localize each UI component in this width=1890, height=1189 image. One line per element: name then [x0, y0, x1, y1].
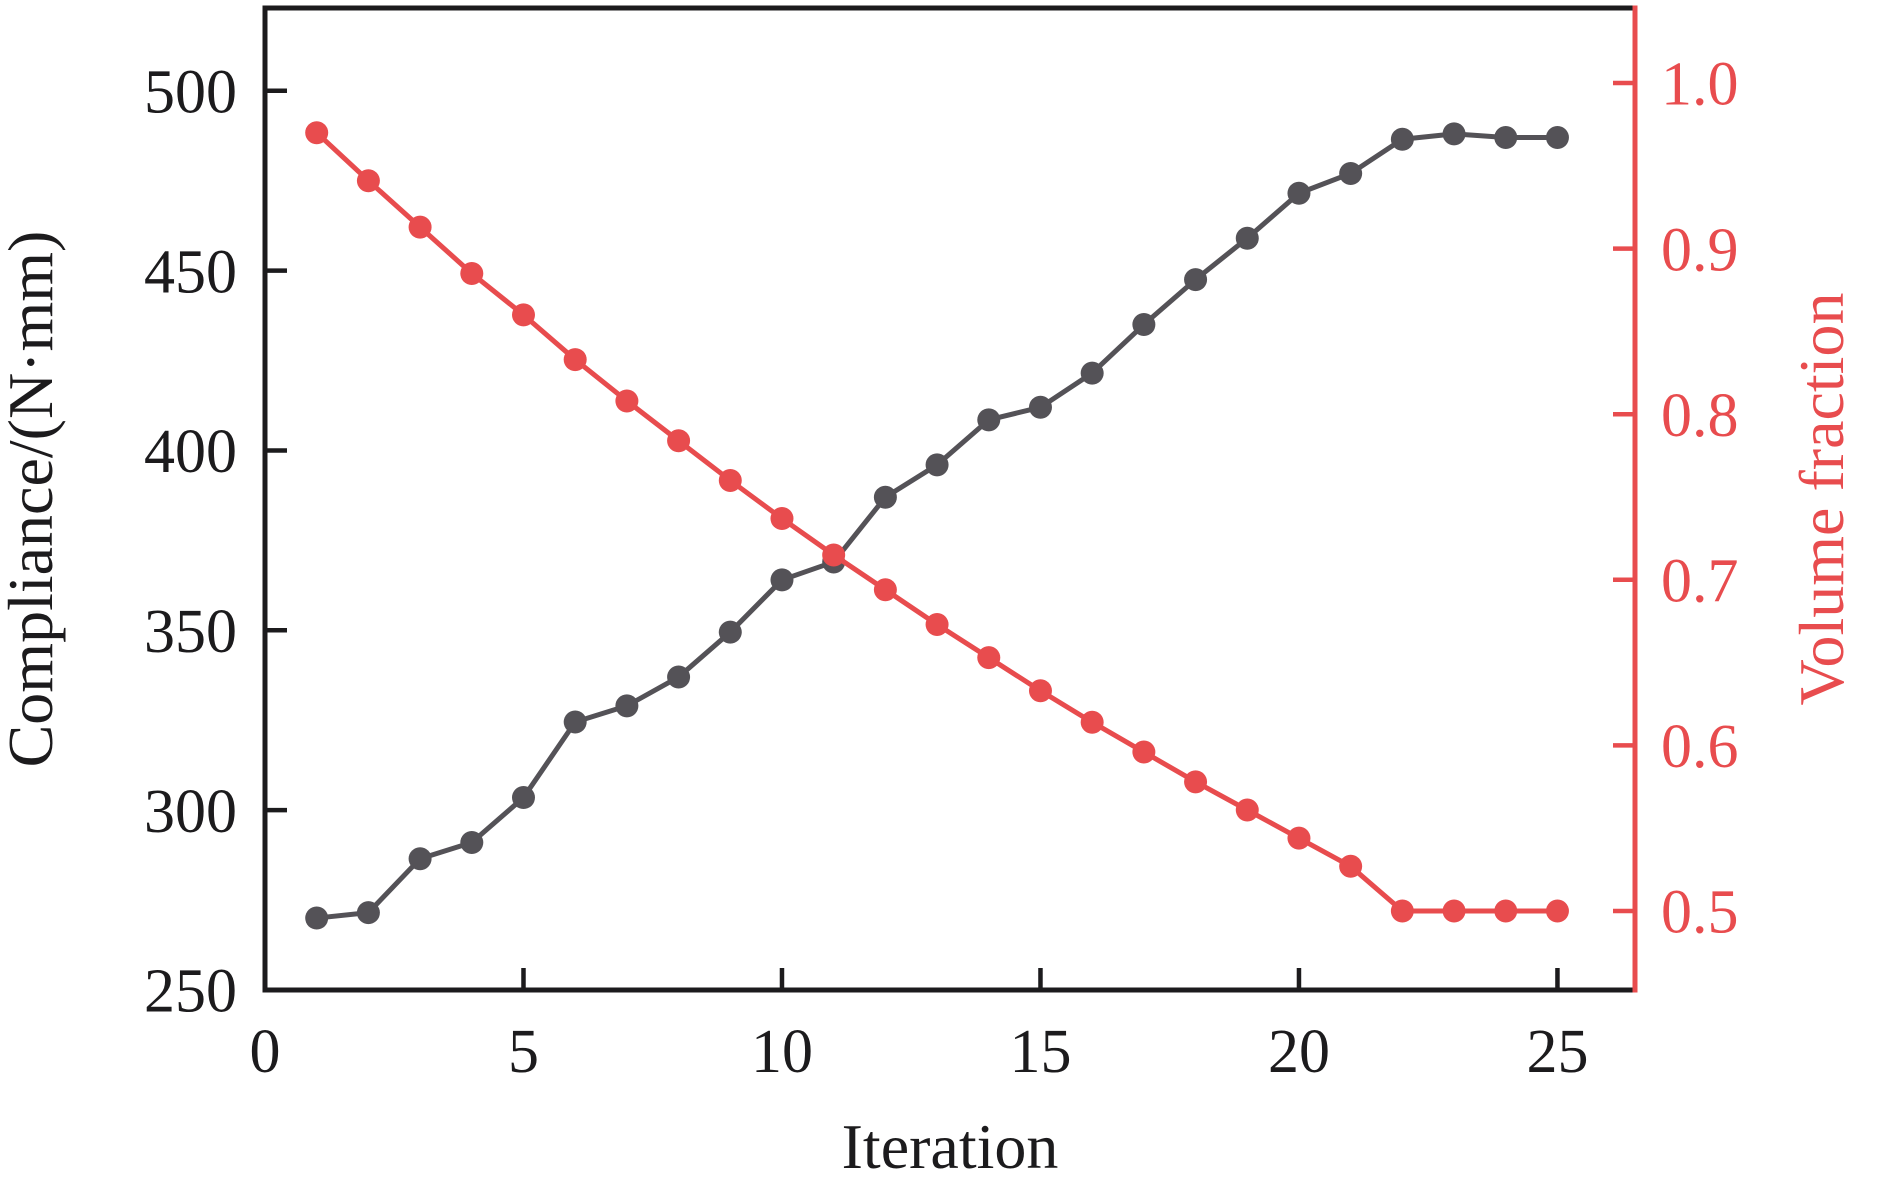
compliance-data-point [1390, 127, 1414, 151]
x-axis-tick-label: 0 [250, 1018, 281, 1086]
right-axis-tick-label: 0.8 [1661, 382, 1739, 450]
volume-fraction-data-point [615, 389, 639, 413]
compliance-data-point [563, 710, 587, 734]
volume-fraction-data-point [1028, 679, 1052, 703]
compliance-data-point [305, 906, 329, 930]
volume-fraction-data-point [770, 507, 794, 531]
volume-fraction-data-point [873, 578, 897, 602]
compliance-data-point [1028, 395, 1052, 419]
axis-ticks [262, 80, 1635, 993]
volume-fraction-data-point [563, 348, 587, 372]
volume-fraction-data-point [1287, 826, 1311, 850]
compliance-data-point [511, 786, 535, 810]
volume-fraction-data-point [667, 429, 691, 453]
left-axis-tick-label: 400 [144, 418, 237, 486]
compliance-data-point [1235, 226, 1259, 250]
compliance-data-point [925, 453, 949, 477]
volume-fraction-data-point [822, 543, 846, 567]
volume-fraction-data-point [977, 646, 1001, 670]
series-layer [305, 121, 1569, 930]
volume-fraction-data-point [925, 613, 949, 637]
compliance-data-point [977, 408, 1001, 432]
left-axis-tick-label: 300 [144, 778, 237, 846]
right-axis-tick-label: 0.7 [1661, 548, 1739, 616]
volume-fraction-data-point [718, 468, 742, 492]
volume-fraction-data-point [408, 215, 432, 239]
volume-fraction-data-point [1132, 740, 1156, 764]
axis-tick-labels: 0 5 10 15 20 25 250 300 350 400 450 500 0.5 0.6 0.7 0.8… [144, 51, 1739, 1086]
volume-fraction-data-point [1494, 899, 1518, 923]
compliance-data-point [408, 847, 432, 871]
x-axis-tick-label: 25 [1526, 1018, 1588, 1086]
right-axis-tick-label: 0.9 [1661, 216, 1739, 284]
x-axis-label: Iteration [842, 1111, 1059, 1182]
compliance-data-point [667, 665, 691, 689]
volume-fraction-data-point [1235, 798, 1259, 822]
axis-spines [262, 5, 1638, 993]
compliance-data-point [1442, 122, 1466, 146]
x-axis-tick-label: 15 [1009, 1018, 1071, 1086]
right-axis-tick-label: 1.0 [1661, 51, 1739, 119]
volume-fraction-data-point [1080, 710, 1104, 734]
compliance-data-point [460, 831, 484, 855]
volume-fraction-data-point [1390, 899, 1414, 923]
right-axis-tick-label: 0.5 [1661, 879, 1739, 947]
left-axis-tick-label: 450 [144, 238, 237, 306]
compliance-data-point [1545, 125, 1569, 149]
volume-fraction-data-point [1339, 854, 1363, 878]
x-axis-tick-label: 20 [1268, 1018, 1330, 1086]
volume-fraction-data-point [1184, 770, 1208, 794]
compliance-data-point [873, 485, 897, 509]
compliance-data-point [615, 694, 639, 718]
left-axis-tick-label: 500 [144, 58, 237, 126]
compliance-data-point [1080, 361, 1104, 385]
volume-fraction-data-point [1442, 899, 1466, 923]
x-axis-tick-label: 10 [751, 1018, 813, 1086]
x-axis-tick-label: 5 [508, 1018, 539, 1086]
volume-fraction-data-point [511, 303, 535, 327]
compliance-data-point [1494, 125, 1518, 149]
volume-fraction-data-point [356, 169, 380, 193]
right-axis-label: Volume fraction [1786, 293, 1857, 706]
right-axis-tick-label: 0.6 [1661, 713, 1739, 781]
left-axis-label: Compliance/(N·mm) [0, 231, 66, 768]
volume-fraction-data-point [460, 261, 484, 285]
left-axis-tick-label: 350 [144, 598, 237, 666]
compliance-data-point [1184, 268, 1208, 292]
compliance-data-point [1339, 161, 1363, 185]
volume-fraction-data-point [1545, 899, 1569, 923]
compliance-data-point [1287, 181, 1311, 205]
compliance-data-point [1132, 313, 1156, 337]
compliance-data-point [718, 620, 742, 644]
left-bottom-top-spine [262, 5, 1635, 993]
compliance-data-point [356, 901, 380, 925]
volume-fraction-data-point [305, 121, 329, 145]
compliance-data-point [770, 568, 794, 592]
left-axis-tick-label: 250 [144, 958, 237, 1026]
volume-fraction-series [305, 121, 1569, 923]
